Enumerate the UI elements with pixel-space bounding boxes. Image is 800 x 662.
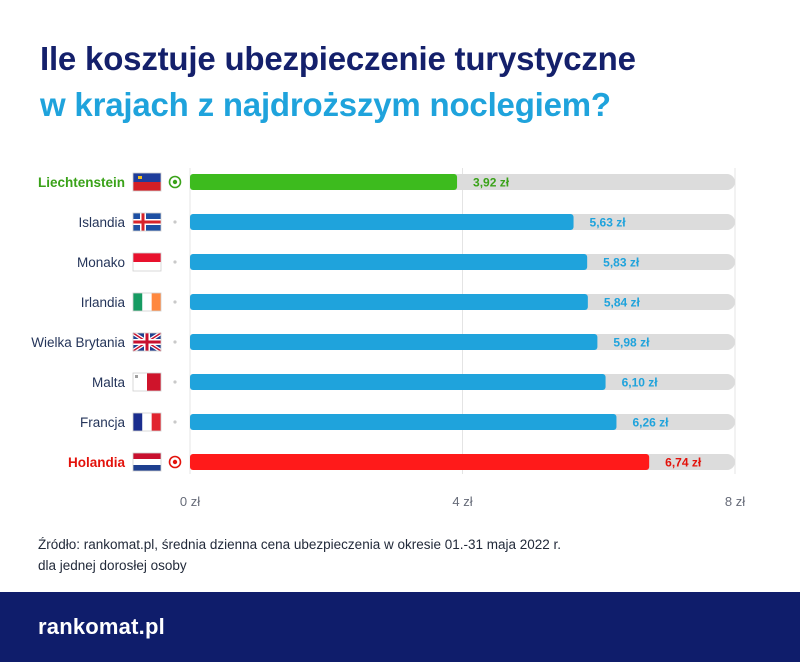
row-dot <box>173 340 177 344</box>
flag-icon <box>132 452 162 472</box>
brand-logo: rankomat.pl <box>38 614 165 639</box>
flag-icon <box>132 212 162 232</box>
bar <box>190 214 574 230</box>
bar <box>190 254 588 270</box>
value-label: 5,83 zł <box>603 256 640 270</box>
value-label: 6,74 zł <box>665 456 702 470</box>
flag-icon <box>132 412 162 432</box>
x-tick-label: 8 zł <box>725 494 745 509</box>
source-line-2: dla jednej dorosłej osoby <box>38 558 187 573</box>
bar-chart: 0 zł 4 zł 8 zł Liechtenstein 3,92 zł Islandia… <box>31 168 745 509</box>
category-label: Islandia <box>78 215 125 230</box>
flag-icon <box>132 292 162 312</box>
category-label: Holandia <box>68 455 125 470</box>
x-tick-label: 0 zł <box>180 494 200 509</box>
title-line-2: w krajach z najdroższym noclegiem? <box>40 86 611 123</box>
category-label: Francja <box>80 415 126 430</box>
flag-icon <box>132 372 162 392</box>
footer-bar: rankomat.pl <box>0 592 800 662</box>
value-label: 6,10 zł <box>622 376 659 390</box>
flag-icon <box>132 252 162 272</box>
flag-icon <box>131 331 163 353</box>
source-note: Źródło: rankomat.pl, średnia dzienna cen… <box>38 534 561 576</box>
source-line-1: Źródło: rankomat.pl, średnia dzienna cen… <box>38 537 562 552</box>
row-dot <box>173 300 177 304</box>
value-label: 5,84 zł <box>604 296 641 310</box>
title-line-1: Ile kosztuje ubezpieczenie turystyczne <box>40 40 636 77</box>
highlight-marker-dot <box>172 459 178 465</box>
category-label: Monako <box>77 255 125 270</box>
category-label: Malta <box>92 375 126 390</box>
bar <box>190 374 606 390</box>
category-label: Irlandia <box>81 295 126 310</box>
bar <box>190 454 650 470</box>
value-label: 3,92 zł <box>473 176 510 190</box>
chart-title: Ile kosztuje ubezpieczenie turystyczne w… <box>40 36 636 128</box>
value-label: 5,63 zł <box>590 216 627 230</box>
flag-icon <box>132 172 162 192</box>
bar <box>190 334 598 350</box>
x-tick-label: 4 zł <box>452 494 472 509</box>
value-label: 5,98 zł <box>613 336 650 350</box>
category-label: Wielka Brytania <box>31 335 125 350</box>
row-dot <box>173 220 177 224</box>
bar <box>190 414 617 430</box>
bar <box>190 174 458 190</box>
highlight-marker-dot <box>172 179 178 185</box>
row-dot <box>173 420 177 424</box>
bar <box>190 294 588 310</box>
row-dot <box>173 260 177 264</box>
row-dot <box>173 380 177 384</box>
value-label: 6,26 zł <box>632 416 669 430</box>
category-label: Liechtenstein <box>38 175 125 190</box>
